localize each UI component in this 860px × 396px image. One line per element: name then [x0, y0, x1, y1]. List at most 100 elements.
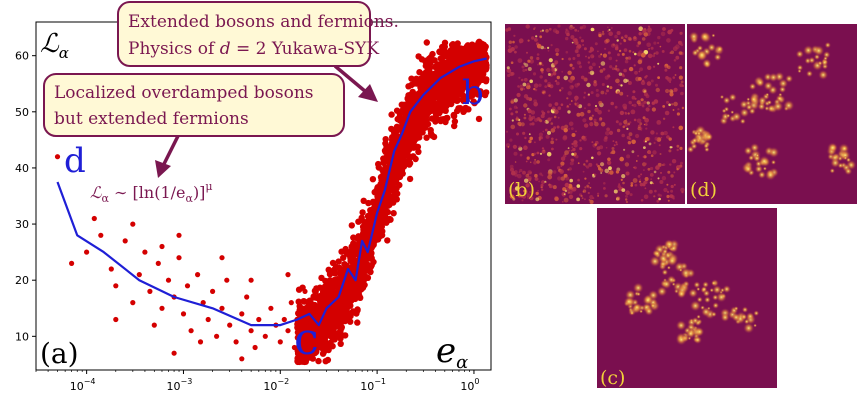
scatter-band-point — [307, 336, 314, 343]
heatmap-b-dot — [608, 166, 612, 171]
scatter-band-point — [402, 161, 409, 168]
heatmap-d-blob — [844, 167, 853, 176]
heatmap-b-dot — [559, 89, 562, 92]
scatter-point — [219, 255, 225, 261]
heatmap-b-dot — [563, 128, 568, 133]
scatter-band-point — [322, 358, 329, 365]
heatmap-b-dot — [668, 103, 671, 107]
heatmap-b-dot — [567, 105, 569, 107]
heatmap-b-dot — [668, 137, 672, 141]
heatmap-b-dot — [550, 128, 556, 133]
heatmap-b-dot — [678, 51, 683, 55]
scatter-band-point — [353, 285, 360, 293]
heatmap-d-blob — [730, 110, 735, 115]
heatmap-b-dot — [536, 56, 540, 61]
scatter-band-point — [375, 230, 382, 237]
heatmap-d-blob — [745, 103, 753, 111]
heatmap-b-dot — [630, 184, 633, 187]
heatmap-b-dot — [670, 28, 674, 32]
scatter-band-point — [474, 91, 482, 98]
heatmap-b-dot — [626, 135, 631, 140]
callout-localized-line2: but extended fermions — [54, 109, 249, 129]
heatmap-b-dot — [669, 163, 672, 166]
heatmap-b-dot — [515, 110, 518, 114]
scatter-band-point — [433, 100, 440, 108]
heatmap-b-dot — [646, 101, 650, 105]
heatmap-b-dot — [529, 56, 534, 60]
heatmap-b-dot — [626, 95, 629, 97]
heatmap-b-dot — [648, 104, 651, 108]
heatmap-b-dot — [653, 41, 657, 45]
heatmap-b-dot — [664, 68, 668, 72]
heatmap-b-dot — [618, 183, 621, 186]
scatter-band-point — [320, 329, 327, 336]
y-tick-label: 10 — [15, 330, 29, 343]
heatmap-b-dot — [660, 31, 666, 37]
callout-localized-line1: Localized overdamped bosons — [54, 83, 314, 103]
scatter-band-point — [426, 94, 433, 102]
heatmap-b-dot — [638, 70, 641, 73]
heatmap-b-dot — [653, 99, 659, 104]
heatmap-b-dot — [595, 88, 599, 92]
scatter-band-point — [327, 269, 334, 276]
heatmap-d-blob — [696, 49, 708, 61]
scatter-band-point — [329, 259, 337, 267]
heatmap-b-dot — [640, 102, 645, 107]
heatmap-b-dot — [535, 191, 539, 196]
scatter-band-point — [311, 349, 319, 357]
heatmap-b-dot — [666, 100, 669, 104]
scatter-band-point — [360, 197, 367, 204]
scatter-band-point — [481, 42, 488, 50]
heatmap-b-dot — [673, 171, 676, 174]
heatmap-b-dot — [634, 70, 638, 75]
heatmap-b-dot — [615, 78, 620, 84]
heatmap-b-dot — [528, 133, 531, 136]
heatmap-b-dot — [652, 54, 656, 58]
callout-extended-line2: Physics of d = 2 Yukawa-SYK — [128, 39, 379, 59]
scatter-band-point — [411, 80, 418, 87]
heatmap-b-dot — [552, 185, 557, 190]
heatmap-b-dot — [624, 111, 627, 114]
scatter-band-point — [318, 274, 325, 282]
heatmap-b-dot — [531, 122, 535, 126]
heatmap-b-dot — [582, 118, 587, 123]
callout-arrow-top — [333, 64, 378, 102]
heatmap-d-blob — [795, 49, 805, 59]
scatter-point — [155, 260, 161, 266]
heatmap-b-dot — [521, 199, 524, 202]
heatmap-b-dot — [621, 174, 626, 179]
heatmap-b-dot — [533, 99, 537, 104]
heatmap-c-blob — [703, 296, 712, 304]
scatter-band-point — [444, 82, 451, 90]
heatmap-b-dot — [622, 181, 625, 185]
heatmap-c-blob — [745, 311, 755, 321]
heatmap-d-blob — [701, 58, 712, 69]
scatter-band-point — [450, 52, 458, 59]
heatmap-b-dot — [610, 151, 613, 155]
scatter-point — [214, 333, 220, 339]
heatmap-b-dot — [604, 47, 607, 50]
heatmap-b-dot — [551, 106, 556, 111]
scatter-band-point — [335, 302, 342, 309]
heatmap-b-dot — [576, 102, 579, 105]
heatmap-b-dot — [618, 122, 622, 126]
scatter-band-point — [375, 160, 382, 168]
scatter-band-point — [308, 321, 316, 329]
heatmap-b-dot — [572, 38, 575, 41]
heatmap-b-dot — [571, 146, 574, 149]
heatmap-d-blob — [721, 108, 727, 114]
heatmap-b-dot — [594, 173, 597, 176]
heatmap-b-dot — [681, 106, 685, 110]
heatmap-b-dot — [539, 62, 542, 65]
heatmap-b-dot — [637, 126, 642, 131]
heatmap-d-blob — [768, 72, 779, 83]
scatter-band-point — [349, 290, 356, 297]
heatmap-d-blob — [824, 41, 832, 49]
heatmap-d-blob — [716, 45, 724, 53]
heatmap-b-dot — [672, 109, 675, 111]
heatmap-b-dot — [662, 27, 666, 31]
heatmap-b-dot — [626, 127, 629, 130]
heatmap-b-dot — [565, 50, 569, 54]
heatmap-d-blob — [829, 167, 836, 174]
heatmap-b-dot — [534, 38, 538, 42]
